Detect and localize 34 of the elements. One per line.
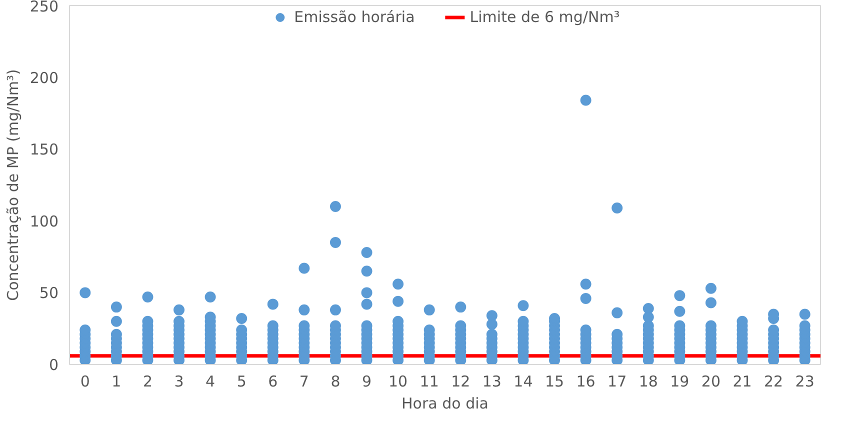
x-tick-label: 17 xyxy=(608,372,627,390)
x-tick-label: 5 xyxy=(236,372,246,390)
y-tick-label: 0 xyxy=(48,356,59,374)
x-tick-label: 18 xyxy=(638,372,658,390)
x-tick-label: 16 xyxy=(576,372,596,390)
x-axis-title: Hora do dia xyxy=(402,394,488,412)
x-tick-label: 4 xyxy=(206,372,216,390)
x-tick-label: 14 xyxy=(514,372,533,390)
x-tick-label: 22 xyxy=(764,372,784,390)
y-tick-label: 100 xyxy=(30,212,59,230)
x-tick-label: 7 xyxy=(299,372,309,390)
legend-label: Limite de 6 mg/Nm³ xyxy=(470,8,620,26)
x-tick-label: 13 xyxy=(482,372,502,390)
x-tick-label: 21 xyxy=(732,372,752,390)
x-tick-label: 3 xyxy=(174,372,184,390)
x-tick-label: 8 xyxy=(330,372,340,390)
x-tick-label: 9 xyxy=(362,372,372,390)
x-tick-label: 11 xyxy=(420,372,439,390)
y-tick-label: 50 xyxy=(39,284,59,302)
y-tick-label: 150 xyxy=(30,140,59,159)
x-tick-label: 1 xyxy=(112,372,122,390)
x-tick-label: 10 xyxy=(388,372,408,390)
x-tick-label: 23 xyxy=(795,372,814,390)
x-tick-label: 2 xyxy=(142,372,153,390)
y-tick-label: 200 xyxy=(30,68,59,87)
y-axis-title: Concentração de MP (mg/Nm³) xyxy=(4,69,22,301)
x-tick-label: 20 xyxy=(701,372,721,390)
x-tick-label: 15 xyxy=(544,372,564,390)
x-tick-label: 0 xyxy=(80,372,90,390)
x-tick-label: 12 xyxy=(451,372,470,390)
legend-label: Emissão horária xyxy=(294,8,415,26)
x-tick-label: 19 xyxy=(670,372,690,390)
x-tick-label: 6 xyxy=(268,372,278,390)
y-tick-label: 250 xyxy=(30,0,59,16)
